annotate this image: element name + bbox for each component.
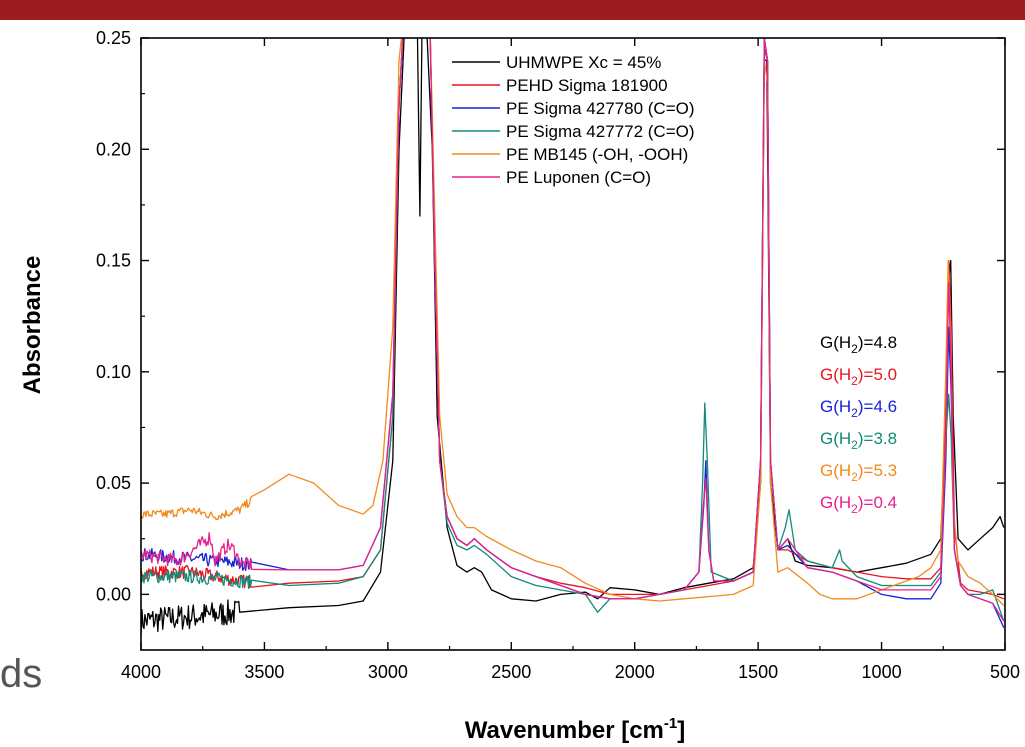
- y-tick-label: 0.20: [96, 139, 131, 159]
- series-line: [141, 38, 1005, 606]
- g-value-annotation: G(H2)=0.4: [820, 493, 897, 516]
- g-value-annotation: G(H2)=5.3: [820, 461, 897, 484]
- top-banner: [0, 0, 1025, 20]
- y-tick-label: 0.00: [96, 584, 131, 604]
- g-value-annotation: G(H2)=3.8: [820, 429, 897, 452]
- legend-label: PE Sigma 427780 (C=O): [506, 99, 695, 118]
- legend-label: PE Sigma 427772 (C=O): [506, 122, 695, 141]
- x-tick-label: 4000: [121, 662, 161, 682]
- x-tick-label: 2000: [615, 662, 655, 682]
- series-group: [141, 38, 1005, 635]
- y-tick-label: 0.05: [96, 473, 131, 493]
- x-tick-label: 500: [990, 662, 1020, 682]
- annotations: G(H2)=4.8 G(H2)=5.0 G(H2)=4.6 G(H2)=3.8 G(H2…: [820, 333, 897, 516]
- background-slide-text: ds: [0, 652, 43, 696]
- y-tick-label: 0.10: [96, 362, 131, 382]
- series-line: [141, 38, 1005, 622]
- legend-label: PE MB145 (-OH, -OOH): [506, 145, 688, 164]
- x-tick-label: 1500: [738, 662, 778, 682]
- x-tick-label: 2500: [491, 662, 531, 682]
- plot-area: [141, 38, 1005, 650]
- legend-label: PEHD Sigma 181900: [506, 76, 668, 95]
- y-tick-label: 0.25: [96, 28, 131, 48]
- series-line: [141, 38, 1005, 622]
- y-tick-label: 0.15: [96, 251, 131, 271]
- g-value-annotation: G(H2)=5.0: [820, 365, 897, 388]
- legend-label: PE Luponen (C=O): [506, 168, 651, 187]
- axis-ticks: 4000 3500 3000 2500 2000 1500 1000 500 0.00 0.05 0…: [96, 28, 1020, 682]
- series-line: [141, 38, 1005, 600]
- legend: UHMWPE Xc = 45% PEHD Sigma 181900 PE Sigma…: [452, 53, 695, 187]
- x-axis-label: Wavenumber [cm-1]: [465, 715, 686, 744]
- series-line: [141, 38, 1005, 635]
- x-tick-label: 1000: [862, 662, 902, 682]
- g-value-annotation: G(H2)=4.6: [820, 397, 897, 420]
- y-axis-label: Absorbance: [19, 256, 46, 395]
- g-value-annotation: G(H2)=4.8: [820, 333, 897, 356]
- legend-label: UHMWPE Xc = 45%: [506, 53, 661, 72]
- x-tick-label: 3000: [368, 662, 408, 682]
- x-tick-label: 3500: [244, 662, 284, 682]
